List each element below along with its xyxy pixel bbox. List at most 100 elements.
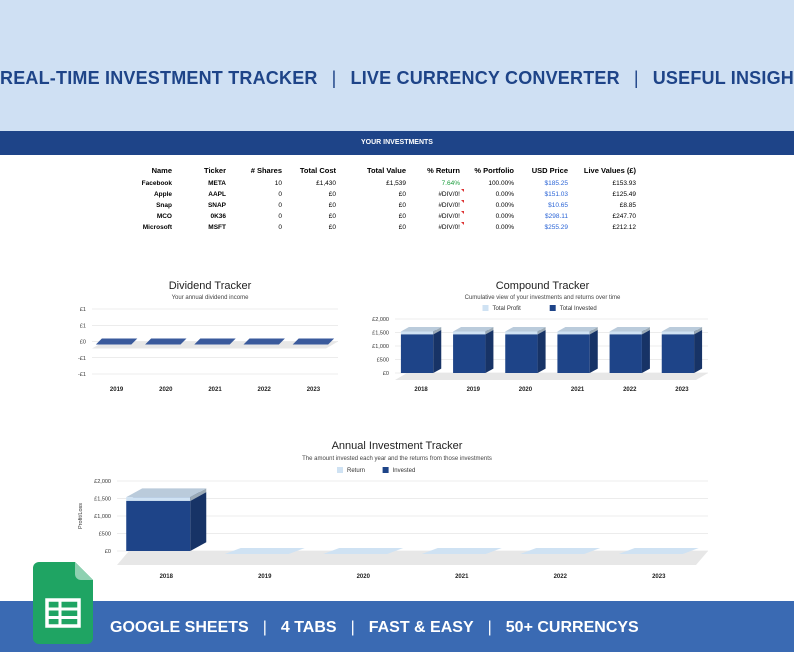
x-tick-label: 2019 [258,574,272,580]
cell-total-value[interactable]: £1,539 [386,180,406,187]
cell-name[interactable]: MCO [156,213,172,220]
compound-tracker-svg: Compound Tracker Cumulative view of your … [372,280,708,393]
bar-zero [292,338,335,345]
footer-separator: | [487,619,492,636]
cell-usd-price[interactable]: $151.03 [544,191,569,198]
bar-side [589,327,598,335]
cell-return[interactable]: #DIV/0! [410,211,464,222]
compound-tracker-chart: Compound Tracker Cumulative view of your … [365,275,720,400]
cell-live-value[interactable]: £153.93 [612,180,637,187]
column-header-name: Name [151,166,172,175]
cell-usd-price[interactable]: $255.29 [544,224,569,231]
column-header-shares: # Shares [250,166,282,175]
table-row[interactable]: MCO 0K36 0 £0 £0 #DIV/0! 0.00% $298.11 £… [130,211,640,222]
bar [453,331,486,335]
cell-ticker[interactable]: META [208,180,226,187]
bar [609,334,642,373]
cell-portfolio[interactable]: 0.00% [495,213,514,220]
x-tick-label: 2021 [455,574,469,580]
bar-zero [224,548,305,554]
cell-total-cost[interactable]: £1,430 [316,180,336,187]
headline-separator: | [633,68,639,88]
table-row[interactable]: Facebook META 10 £1,430 £1,539 7.64% 100… [130,178,640,189]
y-tick-label: £2,000 [94,479,111,485]
cell-total-value[interactable]: £0 [398,202,406,209]
cell-shares[interactable]: 0 [278,191,282,198]
table-row[interactable]: Snap SNAP 0 £0 £0 #DIV/0! 0.00% $10.65 £… [130,200,640,211]
y-tick-label: £1,500 [94,497,111,503]
annual-investment-svg: Annual Investment Tracker The amount inve… [78,440,708,580]
cell-total-value[interactable]: £0 [398,224,406,231]
bar-side [589,329,598,373]
cell-total-cost[interactable]: £0 [328,224,336,231]
y-tick-label: £0 [105,549,111,555]
cell-live-value[interactable]: £125.49 [612,191,637,198]
cell-return[interactable]: 7.64% [441,180,460,187]
bar-side [433,329,442,373]
bar [505,331,538,335]
legend-label: Return [347,468,365,474]
column-header-total-cost: Total Cost [299,166,336,175]
cell-portfolio[interactable]: 100.00% [488,180,514,187]
cell-name[interactable]: Facebook [141,180,172,187]
x-tick-label: 2019 [110,387,124,393]
cell-name[interactable]: Snap [156,202,172,209]
cell-portfolio[interactable]: 0.00% [495,202,514,209]
legend-label: Invested [393,468,416,474]
cell-shares[interactable]: 0 [278,213,282,220]
cell-total-cost[interactable]: £0 [328,213,336,220]
x-tick-label: 2019 [467,387,481,393]
cell-shares[interactable]: 10 [274,180,282,187]
cell-live-value[interactable]: £247.70 [612,213,637,220]
cell-name[interactable]: Microsoft [142,224,172,231]
cell-ticker[interactable]: 0K36 [210,213,226,220]
headline: REAL-TIME INVESTMENT TRACKER | LIVE CURREN… [0,68,794,89]
bar-top [400,327,442,332]
dividend-tracker-svg: Dividend Tracker Your annual dividend inc… [78,280,338,393]
bar-side [485,327,494,335]
x-tick-label: 2023 [652,574,666,580]
cell-ticker[interactable]: MSFT [208,224,226,231]
footer-features: GOOGLE SHEETS | 4 TABS | FAST & EASY | 50+ CUR… [110,619,639,637]
cell-live-value[interactable]: £212.12 [612,224,637,231]
cell-portfolio[interactable]: 0.00% [495,191,514,198]
bar-top [609,327,650,332]
bar [453,334,486,373]
y-tick-label: -£1 [78,356,86,362]
y-tick-label: £500 [377,358,389,364]
table-row[interactable]: Microsoft MSFT 0 £0 £0 #DIV/0! 0.00% $25… [130,222,640,233]
bar-zero [145,338,187,345]
bar-top [557,327,598,332]
table-row[interactable]: Apple AAPL 0 £0 £0 #DIV/0! 0.00% $151.03… [130,189,640,200]
bar-top [453,327,494,332]
cell-total-cost[interactable]: £0 [328,202,336,209]
legend-swatch [337,467,343,473]
cell-live-value[interactable]: £8.85 [619,202,636,209]
column-header-portfolio: % Portfolio [474,166,514,175]
bar [126,500,191,551]
cell-return[interactable]: #DIV/0! [410,189,464,200]
cell-return[interactable]: #DIV/0! [410,200,464,211]
headline-item-tracker: REAL-TIME INVESTMENT TRACKER [0,68,318,88]
investments-table-body: Facebook META 10 £1,430 £1,539 7.64% 100… [130,178,640,233]
cell-ticker[interactable]: AAPL [208,191,226,198]
bar [557,334,590,373]
cell-total-value[interactable]: £0 [398,191,406,198]
cell-usd-price[interactable]: $185.25 [544,180,569,187]
cell-return[interactable]: #DIV/0! [410,222,464,233]
x-tick-label: 2021 [208,387,222,393]
cell-usd-price[interactable]: $298.11 [544,213,568,220]
cell-total-cost[interactable]: £0 [328,191,336,198]
bar-zero [323,548,404,554]
cell-name[interactable]: Apple [153,191,172,198]
cell-usd-price[interactable]: $10.65 [548,202,568,209]
investments-table: Name Ticker # Shares Total Cost Total Va… [130,166,640,233]
legend-swatch [482,305,489,311]
cell-shares[interactable]: 0 [278,202,282,209]
cell-total-value[interactable]: £0 [398,213,406,220]
x-tick-label: 2022 [623,387,637,393]
cell-shares[interactable]: 0 [278,224,282,231]
headline-item-insights: USEFUL INSIGHTS [652,68,794,88]
cell-portfolio[interactable]: 0.00% [495,224,514,231]
cell-ticker[interactable]: SNAP [207,202,226,209]
